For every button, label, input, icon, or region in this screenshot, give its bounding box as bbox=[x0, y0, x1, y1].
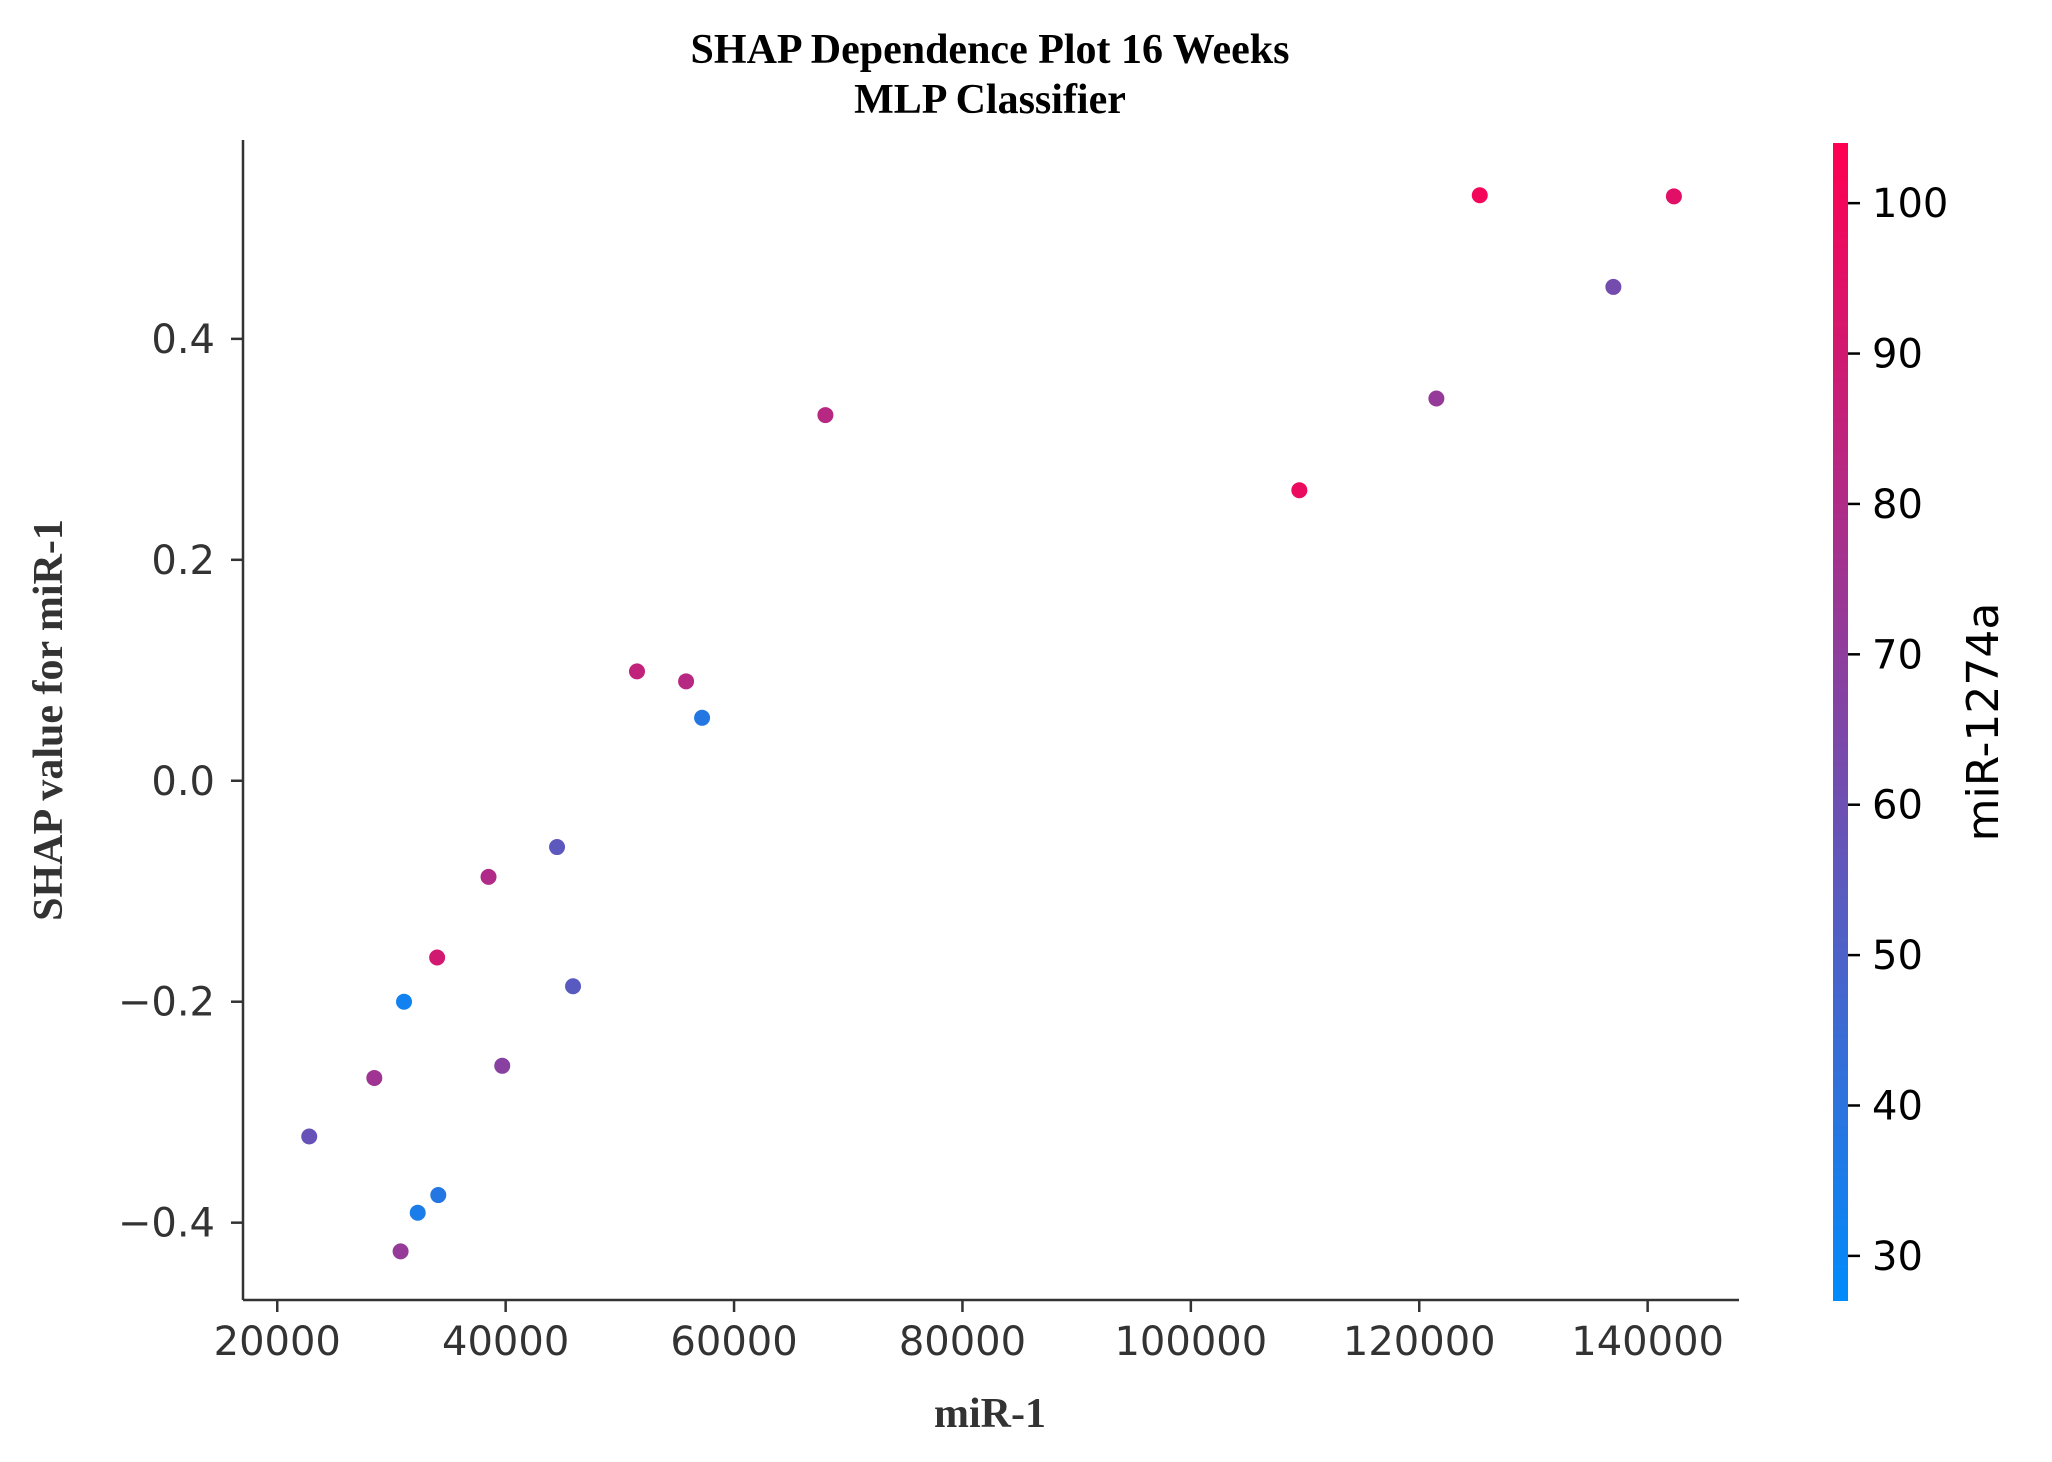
data-point bbox=[549, 839, 566, 856]
data-point bbox=[1471, 187, 1488, 204]
data-point bbox=[480, 868, 497, 885]
colorbar-tick-label: 100 bbox=[1872, 181, 1948, 227]
colorbar-tick-label: 70 bbox=[1872, 632, 1923, 678]
x-tick-label: 80000 bbox=[899, 1319, 1026, 1365]
y-tick-label: −0.2 bbox=[118, 980, 215, 1026]
chart-subtitle: MLP Classifier bbox=[854, 77, 1126, 123]
colorbar-tick-label: 80 bbox=[1872, 482, 1923, 528]
data-point bbox=[628, 663, 645, 680]
data-point bbox=[1291, 482, 1308, 499]
scatter-points bbox=[301, 187, 1682, 1260]
data-point bbox=[409, 1204, 426, 1221]
data-point bbox=[565, 978, 582, 995]
data-point bbox=[392, 1243, 409, 1260]
colorbar-tick-label: 60 bbox=[1872, 783, 1923, 829]
data-point bbox=[301, 1128, 318, 1145]
data-point bbox=[1665, 188, 1682, 205]
data-point bbox=[1605, 278, 1622, 295]
colorbar-tick-label: 30 bbox=[1872, 1234, 1923, 1280]
colorbar-label: miR-1274a bbox=[1958, 603, 2009, 842]
y-tick-label: 0.2 bbox=[151, 538, 215, 584]
y-ticks: −0.4 −0.2 0.0 0.2 0.4 bbox=[118, 317, 243, 1247]
y-axis-label: SHAP value for miR-1 bbox=[26, 519, 72, 921]
chart-title: SHAP Dependence Plot 16 Weeks bbox=[691, 27, 1290, 73]
x-ticks: 20000 40000 60000 80000 100000 120000 140000 bbox=[214, 1300, 1724, 1365]
x-tick-label: 120000 bbox=[1343, 1319, 1496, 1365]
x-tick-label: 60000 bbox=[670, 1319, 797, 1365]
colorbar-tick-label: 90 bbox=[1872, 332, 1923, 378]
colorbar-tick-label: 40 bbox=[1872, 1083, 1923, 1129]
data-point bbox=[1428, 390, 1445, 407]
x-tick-label: 20000 bbox=[214, 1319, 341, 1365]
plot-area: 20000 40000 60000 80000 100000 120000 140000 −… bbox=[118, 140, 1739, 1365]
data-point bbox=[694, 709, 711, 726]
data-point bbox=[396, 993, 413, 1010]
x-tick-label: 40000 bbox=[442, 1319, 569, 1365]
colorbar-gradient bbox=[1833, 143, 1848, 1301]
data-point bbox=[366, 1069, 383, 1086]
data-point bbox=[678, 673, 695, 690]
y-tick-label: 0.4 bbox=[151, 317, 215, 363]
colorbar-ticks: 30 40 50 60 70 80 90 100 bbox=[1848, 181, 1948, 1280]
data-point bbox=[817, 407, 834, 424]
data-point bbox=[429, 949, 446, 966]
y-tick-label: −0.4 bbox=[118, 1201, 215, 1247]
data-point bbox=[430, 1187, 447, 1204]
data-point bbox=[494, 1057, 511, 1074]
colorbar-tick-label: 50 bbox=[1872, 933, 1923, 979]
x-tick-label: 100000 bbox=[1114, 1319, 1267, 1365]
y-tick-label: 0.0 bbox=[151, 759, 215, 805]
x-axis-label: miR-1 bbox=[934, 1391, 1046, 1437]
x-tick-label: 140000 bbox=[1571, 1319, 1724, 1365]
colorbar: 30 40 50 60 70 80 90 100 miR-1274a bbox=[1833, 143, 2009, 1301]
